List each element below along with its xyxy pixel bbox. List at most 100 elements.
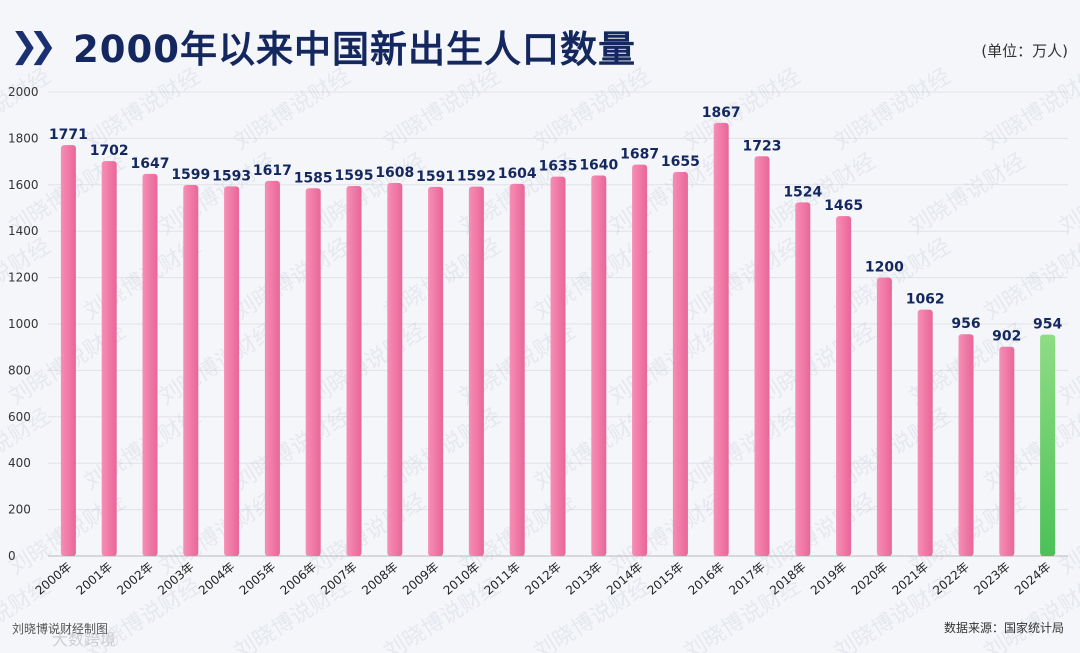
x-tick-label: 2015年	[645, 560, 687, 598]
x-tick-label: 2016年	[686, 560, 728, 598]
data-label: 1595	[335, 168, 374, 184]
data-label: 1593	[212, 168, 251, 184]
watermark-text: 刘晓博说财经	[905, 149, 1030, 240]
bar	[591, 175, 607, 556]
x-tick-label: 2013年	[563, 560, 605, 598]
data-label: 1655	[661, 154, 700, 170]
unit-label: (单位：万人)	[981, 42, 1068, 60]
bar	[346, 185, 362, 556]
y-tick-label: 400	[8, 456, 31, 470]
watermark-text: 刘晓博说财经	[830, 64, 955, 155]
title-area: ❯❯ 2000年以来中国新出生人口数量	[10, 18, 636, 74]
data-label: 1585	[294, 170, 333, 186]
watermark-text: 刘晓博说财经	[980, 64, 1080, 155]
data-label: 1604	[498, 166, 537, 182]
y-tick-label: 600	[8, 410, 31, 424]
watermark-text: 刘晓博说财经	[230, 404, 355, 495]
watermark-text: 刘晓博说财经	[1055, 149, 1080, 240]
y-tick-label: 1800	[8, 131, 39, 145]
y-tick-label: 1200	[8, 271, 39, 285]
watermark-text: 刘晓博说财经	[305, 489, 430, 580]
bar	[305, 188, 321, 556]
bar	[836, 216, 852, 556]
watermark-text: 刘晓博说财经	[980, 234, 1080, 325]
x-tick-label: 2008年	[359, 560, 401, 598]
data-source: 数据来源：国家统计局	[943, 621, 1064, 635]
watermark-text: 刘晓博说财经	[1055, 489, 1080, 580]
y-tick-label: 1600	[8, 178, 39, 192]
watermark-text: 刘晓博说财经	[680, 404, 805, 495]
data-label: 956	[951, 316, 980, 332]
page-title: 2000年以来中国新出生人口数量	[72, 28, 636, 71]
bar	[632, 164, 648, 556]
watermark-text: 刘晓博说财经	[530, 574, 655, 653]
bar	[958, 334, 974, 556]
watermark-text: 刘晓博说财经	[605, 319, 730, 410]
x-tick-label: 2020年	[849, 560, 891, 598]
bottom-watermark: 大数跨境	[52, 630, 117, 649]
data-label: 1687	[620, 147, 659, 163]
data-label: 1465	[824, 198, 863, 214]
bar	[468, 186, 484, 556]
bar	[101, 161, 117, 557]
watermark-text: 刘晓博说财经	[80, 64, 205, 155]
bar	[754, 156, 770, 557]
data-label: 1647	[131, 156, 170, 172]
data-label: 1640	[579, 158, 618, 174]
x-tick-label: 2002年	[114, 560, 156, 598]
data-label: 1592	[457, 169, 496, 185]
x-tick-label: 2009年	[400, 560, 442, 598]
watermark-text: 刘晓博说财经	[230, 234, 355, 325]
bar	[224, 186, 240, 556]
data-label: 1635	[539, 159, 578, 175]
y-tick-label: 0	[8, 549, 16, 563]
watermark-text: 刘晓博说财经	[380, 64, 505, 155]
watermark-text: 刘晓博说财经	[530, 64, 655, 155]
data-label: 954	[1033, 317, 1062, 333]
data-label: 1617	[253, 163, 292, 179]
bar	[183, 185, 199, 557]
x-tick-label: 2001年	[74, 560, 116, 598]
bar	[999, 346, 1015, 556]
data-label: 1702	[90, 143, 129, 159]
y-tick-label: 800	[8, 363, 31, 377]
data-label: 1723	[743, 138, 782, 154]
y-tick-label: 200	[8, 503, 31, 517]
x-tick-label: 2019年	[808, 560, 850, 598]
chart-credit: 刘晓博说财经制图	[12, 622, 109, 636]
bar	[876, 277, 892, 556]
y-tick-label: 1400	[8, 224, 39, 238]
bar	[550, 176, 566, 556]
y-tick-label: 2000	[8, 85, 39, 99]
x-tick-label: 2012年	[522, 560, 564, 598]
x-tick-label: 2005年	[237, 560, 279, 598]
data-label: 902	[992, 329, 1021, 345]
data-label: 1599	[171, 167, 210, 183]
bar	[428, 186, 444, 556]
y-tick-label: 1000	[8, 317, 39, 331]
bar	[142, 173, 158, 556]
data-label: 1524	[783, 184, 822, 200]
watermark-text: 刘晓博说财经	[755, 319, 880, 410]
watermark-text: 刘晓博说财经	[305, 149, 430, 240]
watermark-text: 刘晓博说财经	[230, 64, 355, 155]
data-label: 1867	[702, 105, 741, 121]
watermark-text: 刘晓博说财经	[680, 234, 805, 325]
bar	[917, 309, 933, 556]
x-tick-label: 2024年	[1012, 560, 1054, 598]
watermark-text: 刘晓博说财经	[980, 404, 1080, 495]
data-label: 1200	[865, 260, 904, 276]
bar	[795, 202, 811, 556]
data-label: 1591	[416, 169, 455, 185]
bar	[387, 182, 403, 556]
watermark-text: 刘晓博说财经	[155, 319, 280, 410]
data-label: 1062	[906, 292, 945, 308]
watermark-text: 刘晓博说财经	[305, 319, 430, 410]
bar	[713, 122, 729, 556]
bar	[1040, 334, 1056, 556]
data-label: 1608	[375, 165, 414, 181]
x-tick-label: 2004年	[196, 560, 238, 598]
bar	[672, 172, 688, 557]
bar	[60, 145, 76, 557]
